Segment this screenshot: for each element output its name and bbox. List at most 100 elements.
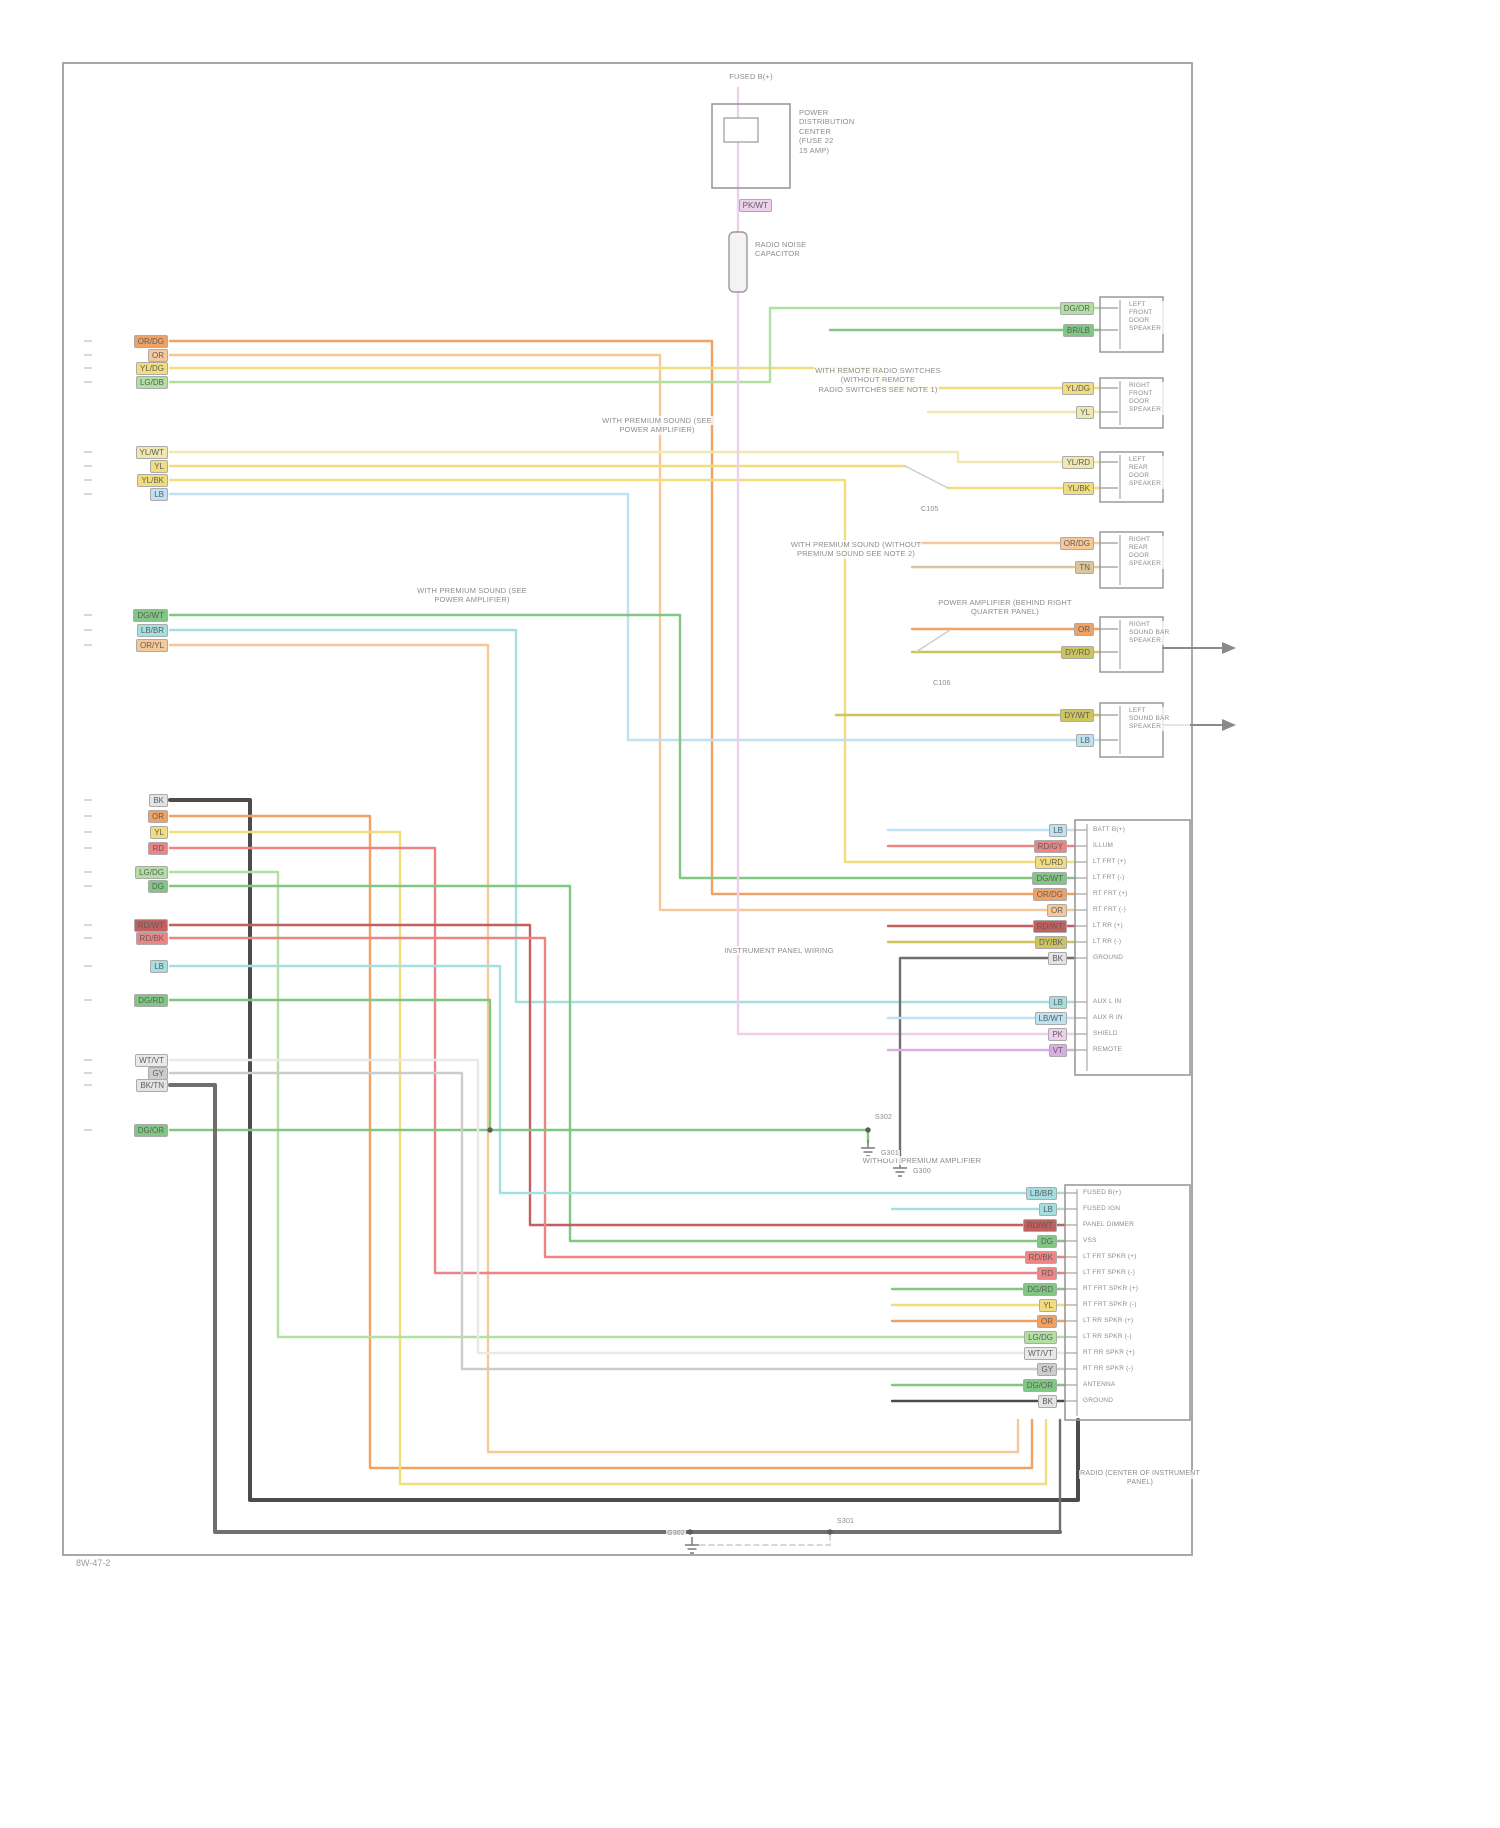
- wire-code-label: LB/WT: [1034, 1012, 1067, 1025]
- wire-code-label: YL: [1076, 406, 1094, 419]
- wire: [168, 478, 1077, 864]
- wire: [915, 629, 951, 653]
- wire: [168, 306, 1102, 384]
- wire-code-label: OR/DG: [1059, 537, 1094, 550]
- annotation: INSTRUMENT PANEL WIRING: [723, 946, 835, 956]
- pin-label: BATT B(+): [1092, 826, 1127, 835]
- wire-code-label: OR/YL: [135, 639, 168, 652]
- wire-code-label: OR: [1037, 1315, 1057, 1328]
- wire: [699, 1531, 831, 1546]
- annotation: POWER AMPLIFIER (BEHIND RIGHTQUARTER PANEL…: [937, 598, 1073, 617]
- wire: [904, 465, 949, 489]
- pin-label: RT RR SPKR (-): [1082, 1365, 1135, 1374]
- annotation: FUSED B(+): [728, 72, 774, 82]
- wire-code-label: BR/LB: [1062, 324, 1094, 337]
- pin-label: RT FRT SPKR (-): [1082, 1301, 1138, 1310]
- wire-code-label: RD/WT: [1022, 1219, 1057, 1232]
- pin-label: LT FRT SPKR (+): [1082, 1253, 1138, 1262]
- connector-block: [1074, 819, 1191, 1076]
- wire-code-label: DG/OR: [133, 1124, 168, 1137]
- wire: [898, 956, 1077, 1164]
- wire-code-label: DG/OR: [1059, 302, 1094, 315]
- wire: [168, 830, 1048, 1486]
- wire: [168, 353, 1077, 912]
- arrow-head: [1222, 719, 1236, 731]
- wire-code-label: LG/DG: [135, 866, 168, 879]
- wire-code-label: DG: [1037, 1235, 1057, 1248]
- wire-code-label: RD: [148, 842, 168, 855]
- wire-code-label: WT/VT: [1024, 1347, 1057, 1360]
- wire-code-label: RD/BK: [135, 932, 168, 945]
- wire-code-label: DG/OR: [1022, 1379, 1057, 1392]
- wire: [168, 998, 492, 1132]
- speaker-label: RIGHT REAR DOOR SPEAKER: [1128, 536, 1190, 569]
- wire-code-label: BK: [149, 794, 168, 807]
- wire: [168, 923, 1067, 1227]
- wire-code-label: RD/BK: [1024, 1251, 1057, 1264]
- wire-code-label: OR/DG: [1032, 888, 1067, 901]
- pin-label: REMOTE: [1092, 1046, 1124, 1055]
- pin-label: AUX L IN: [1092, 998, 1123, 1007]
- pin-label: GROUND: [1082, 1397, 1115, 1406]
- wire: [168, 870, 1067, 1339]
- wire-code-label: YL/BK: [1063, 482, 1094, 495]
- wire-code-label: OR: [1047, 904, 1067, 917]
- ground-symbol: [861, 1140, 875, 1157]
- wire: [168, 1071, 1067, 1371]
- pin-label: FUSED B(+): [1082, 1189, 1123, 1198]
- wire-code-label: YL/WT: [135, 446, 168, 459]
- annotation: WITH PREMIUM SOUND (SEEPOWER AMPLIFIER): [416, 586, 528, 605]
- pin-label: RT FRT (+): [1092, 890, 1129, 899]
- speaker-label: LEFT FRONT DOOR SPEAKER: [1128, 301, 1190, 334]
- pin-label: LT FRT SPKR (-): [1082, 1269, 1136, 1278]
- wire: [168, 964, 1067, 1195]
- wire-code-label: GY: [1037, 1363, 1057, 1376]
- code-label: S301: [836, 1518, 856, 1527]
- block-caption: RADIO (CENTER OF INSTRUMENTPANEL): [1079, 1470, 1201, 1488]
- wire-code-label: BK: [1048, 952, 1067, 965]
- wire-code-label: DY/WT: [1060, 709, 1094, 722]
- arrow-head: [1222, 642, 1236, 654]
- wire-code-label: DG: [148, 880, 168, 893]
- wire-code-label: RD: [1037, 1267, 1057, 1280]
- annotation: WITH PREMIUM SOUND (SEEPOWER AMPLIFIER): [601, 416, 713, 435]
- wire-code-label: YL: [150, 460, 168, 473]
- wire: [168, 936, 1067, 1259]
- wire-code-label: LB: [150, 488, 168, 501]
- pin-label: GROUND: [1092, 954, 1125, 963]
- junction-dot: [487, 1127, 493, 1133]
- wire: [168, 814, 1034, 1470]
- pin-label: SHIELD: [1092, 1030, 1119, 1039]
- wire-code-label: LB: [1049, 996, 1067, 1009]
- junction-dot: [687, 1529, 693, 1535]
- pin-label: AUX R IN: [1092, 1014, 1124, 1023]
- wire-code-label: DG/WT: [133, 609, 168, 622]
- wire-code-label: LB: [150, 960, 168, 973]
- pin-label: VSS: [1082, 1237, 1098, 1246]
- wire-code-label: DG/RD: [1023, 1283, 1057, 1296]
- wire-code-label: YL/DG: [135, 362, 168, 375]
- code-label: C105: [920, 506, 940, 515]
- pin-label: RT RR SPKR (+): [1082, 1349, 1136, 1358]
- pin-label: RT FRT (-): [1092, 906, 1127, 915]
- pin-label: FUSED IGN: [1082, 1205, 1122, 1214]
- speaker-label: LEFT REAR DOOR SPEAKER: [1128, 456, 1190, 489]
- wire: [168, 492, 1102, 742]
- speaker-label: RIGHT SOUND BAR SPEAKER: [1128, 621, 1190, 646]
- fuse-box: [711, 103, 791, 189]
- wire-code-label: YL: [1039, 1299, 1057, 1312]
- speaker-label: LEFT SOUND BAR SPEAKER: [1128, 707, 1190, 732]
- wire-code-label: OR/DG: [133, 335, 168, 348]
- wire-code-label: OR: [148, 810, 168, 823]
- speaker-label: RIGHT FRONT DOOR SPEAKER: [1128, 382, 1190, 415]
- wire-code-label: DG/WT: [1032, 872, 1067, 885]
- wire-code-label: OR: [148, 349, 168, 362]
- diagram-border: [62, 62, 1193, 1556]
- pin-label: LT FRT (+): [1092, 858, 1128, 867]
- wire-code-label: PK/WT: [738, 199, 772, 212]
- pin-label: LT RR (+): [1092, 922, 1124, 931]
- wire-code-label: DY/RD: [1061, 646, 1094, 659]
- wire: [168, 628, 1077, 1004]
